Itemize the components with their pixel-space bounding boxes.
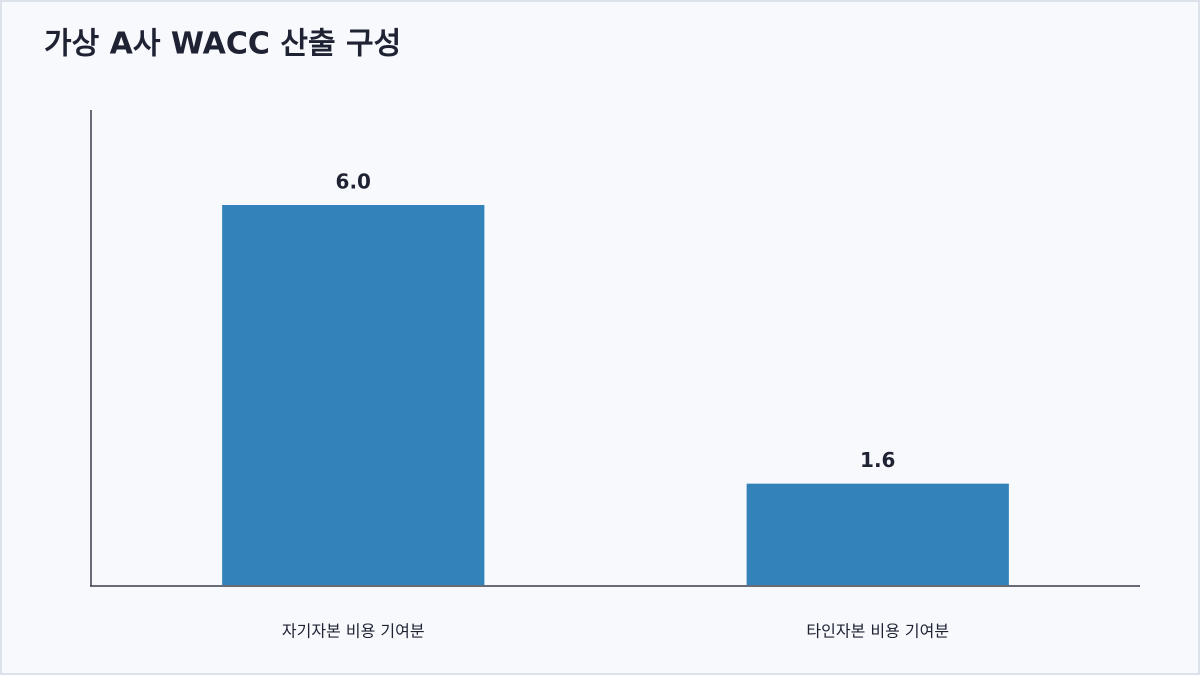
- chart-title: 가상 A사 WACC 산출 구성: [44, 27, 401, 62]
- data-label: 1.6: [860, 448, 895, 472]
- x-tick-label: 타인자본 비용 기여분: [806, 622, 949, 641]
- bar: [222, 205, 485, 585]
- data-label: 6.0: [336, 170, 371, 194]
- x-tick-label: 자기자본 비용 기여분: [282, 622, 425, 641]
- bar: [746, 483, 1009, 585]
